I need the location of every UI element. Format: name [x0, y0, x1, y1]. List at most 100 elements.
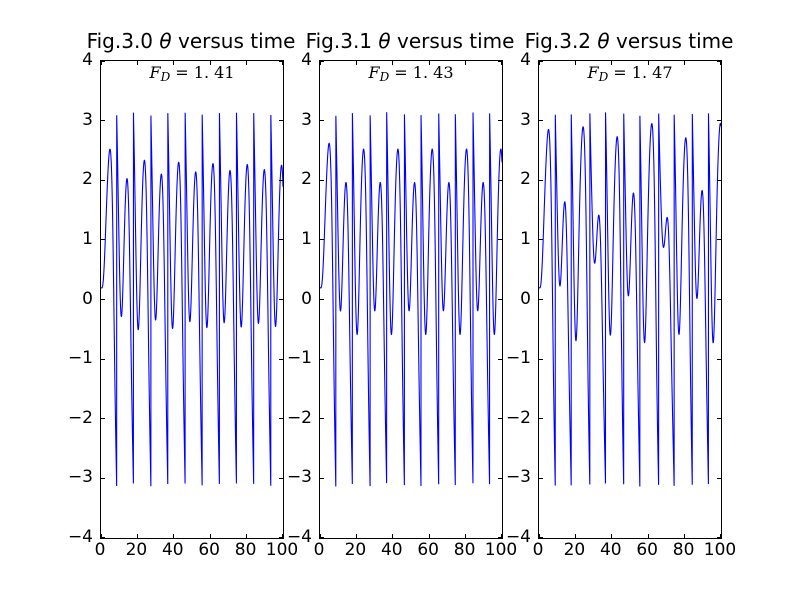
y-tick	[101, 61, 105, 62]
y-tick-label: 0	[301, 288, 312, 309]
x-tick	[392, 61, 394, 65]
x-tick-label: 0	[532, 540, 544, 560]
y-tick	[717, 537, 721, 538]
theta-symbol: θ	[378, 29, 391, 53]
title-suffix: versus time	[171, 29, 296, 53]
fd-value: = 1. 41	[170, 63, 235, 82]
x-tick-label: 60	[636, 540, 658, 560]
theta-curve	[320, 112, 502, 487]
x-tick	[136, 61, 138, 65]
title-prefix: Fig.3.1	[305, 29, 379, 53]
x-tick	[574, 534, 576, 538]
y-tick-label: 3	[520, 109, 531, 130]
y-tick	[279, 61, 283, 62]
theta-line-path	[539, 112, 721, 487]
fd-subscript: D	[160, 70, 171, 84]
x-tick-label: 20	[344, 540, 367, 560]
y-tick	[279, 120, 283, 122]
y-tick	[498, 120, 502, 122]
fd-variable: F	[368, 63, 380, 82]
fd-variable: F	[587, 63, 599, 82]
y-tick	[279, 537, 283, 538]
x-tick	[282, 534, 283, 538]
y-tick-label: 0	[520, 288, 531, 309]
fd-value: = 1. 43	[389, 63, 454, 82]
y-tick	[101, 418, 105, 420]
x-tick	[246, 534, 248, 538]
y-tick	[717, 477, 721, 479]
x-tick	[465, 534, 467, 538]
y-tick-label: −4	[67, 527, 93, 547]
y-tick	[539, 299, 543, 300]
y-tick	[101, 179, 105, 181]
title-prefix: Fig.3.0	[86, 29, 160, 53]
x-tick	[209, 534, 211, 538]
x-tick	[282, 61, 283, 65]
y-tick	[498, 537, 502, 538]
y-tick-label: −1	[67, 348, 93, 369]
x-tick-label: 20	[563, 540, 586, 560]
y-tick	[101, 120, 105, 122]
y-tick	[717, 239, 721, 241]
y-tick	[498, 418, 502, 420]
y-tick	[539, 477, 543, 479]
fd-variable: F	[149, 63, 161, 82]
y-tick	[717, 299, 721, 300]
y-tick-label: 0	[82, 288, 93, 309]
x-tick-label: 40	[380, 540, 403, 560]
plot-area: FD = 1. 47	[538, 60, 722, 539]
y-tick	[320, 299, 324, 300]
plot-area: FD = 1. 43	[319, 60, 503, 539]
y-tick	[498, 358, 502, 360]
y-tick-label: 2	[520, 169, 531, 190]
y-tick	[539, 358, 543, 360]
plot-area: FD = 1. 41	[100, 60, 284, 539]
y-tick	[279, 239, 283, 241]
subplot-title: Fig.3.2 θ versus time	[525, 30, 734, 52]
y-tick-label: 1	[301, 228, 312, 249]
y-tick-label: −4	[286, 527, 312, 547]
y-tick	[279, 299, 283, 300]
y-tick	[498, 239, 502, 241]
theta-curve	[101, 112, 283, 487]
y-tick-label: −2	[67, 407, 93, 428]
x-tick-label: 20	[125, 540, 148, 560]
y-tick	[320, 358, 324, 360]
y-tick	[320, 537, 324, 538]
y-tick	[101, 537, 105, 538]
fd-annotation: FD = 1. 41	[149, 63, 234, 87]
x-tick	[320, 534, 321, 538]
x-tick	[246, 61, 248, 65]
x-tick	[173, 61, 175, 65]
y-tick	[320, 418, 324, 420]
theta-symbol: θ	[597, 29, 610, 53]
x-tick	[539, 534, 540, 538]
y-tick	[498, 61, 502, 62]
y-tick	[717, 358, 721, 360]
y-tick	[539, 179, 543, 181]
y-tick-label: −2	[505, 407, 531, 428]
y-tick-label: 4	[520, 50, 531, 70]
x-tick-label: 0	[313, 540, 325, 560]
y-tick	[101, 299, 105, 300]
y-tick	[320, 477, 324, 479]
y-tick	[101, 239, 105, 241]
x-tick	[136, 534, 138, 538]
y-tick	[101, 358, 105, 360]
x-tick-label: 60	[198, 540, 220, 560]
y-tick	[498, 477, 502, 479]
title-prefix: Fig.3.2	[524, 29, 598, 53]
y-tick	[498, 299, 502, 300]
x-tick	[209, 61, 211, 65]
x-tick	[720, 534, 721, 538]
title-suffix: versus time	[390, 29, 515, 53]
y-tick	[279, 358, 283, 360]
y-tick	[320, 179, 324, 181]
x-tick	[647, 534, 649, 538]
y-tick	[279, 477, 283, 479]
x-tick-label: 80	[672, 540, 695, 560]
x-tick	[173, 534, 175, 538]
y-tick	[539, 537, 543, 538]
y-tick	[101, 477, 105, 479]
